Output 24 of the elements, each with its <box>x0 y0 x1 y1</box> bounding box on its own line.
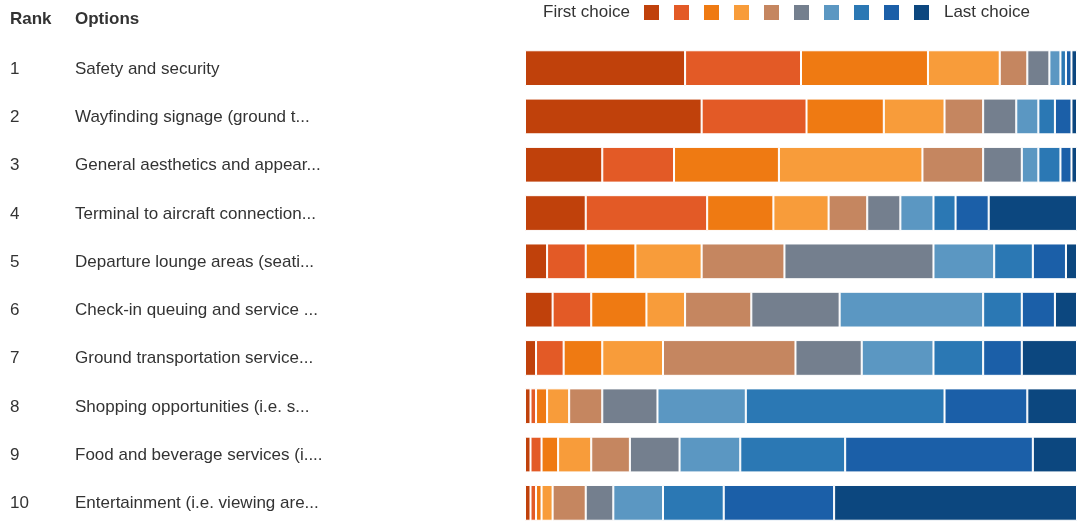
y-tick-label: Check-in queuing and service ... <box>75 300 318 320</box>
y-axis-title: Options <box>75 9 140 28</box>
y2-tick-label: 5 <box>10 251 20 271</box>
y2-tick-label: 3 <box>10 155 20 175</box>
y-tick-label: Food and beverage services (i.... <box>75 445 323 465</box>
text: Last choice <box>943 2 1030 22</box>
y2-tick-label: 9 <box>10 445 20 465</box>
y-tick-label: Terminal to aircraft connection... <box>75 203 316 223</box>
y2-tick-label: 2 <box>10 106 20 126</box>
y2-tick-label: 6 <box>10 300 20 320</box>
y-tick-label: Ground transportation service... <box>75 348 314 368</box>
y-tick-label: Wayfinding signage (ground t... <box>75 106 310 126</box>
y2-tick-label: 8 <box>10 396 20 416</box>
y2-tick-label: 7 <box>10 348 20 368</box>
y-tick-label: General aesthetics and appear... <box>75 155 321 175</box>
y-tick-label: Departure lounge areas (seati... <box>75 251 315 271</box>
y2-tick-label: 1 <box>10 58 20 78</box>
y-tick-label: Entertainment (i.e. viewing are... <box>75 493 319 513</box>
text: First choice <box>543 2 630 22</box>
y2-tick-label: 10 <box>10 493 29 513</box>
text: Rank <box>10 9 53 28</box>
y-tick-label: Safety and security <box>75 58 221 78</box>
y-tick-label: Shopping opportunities (i.e. s... <box>75 396 310 416</box>
y2-tick-label: 4 <box>10 203 20 223</box>
